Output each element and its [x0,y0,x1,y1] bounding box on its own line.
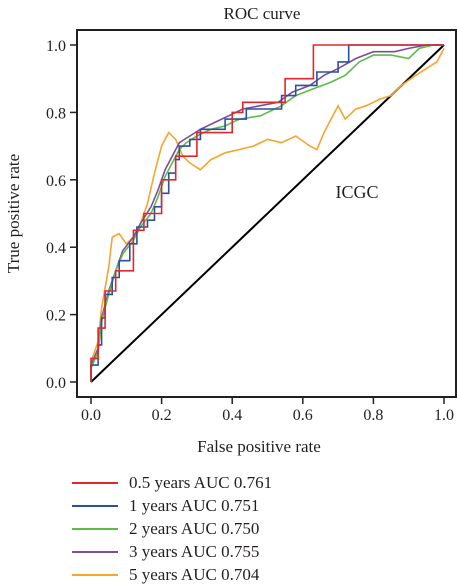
legend-label: 2 years AUC 0.750 [129,519,260,538]
legend-label: 1 years AUC 0.751 [129,496,260,515]
legend-swatch [72,551,118,553]
x-tick-label: 0.2 [152,407,172,424]
legend-item: 5 years AUC 0.704 [72,564,352,587]
legend-label: 0.5 years AUC 0.761 [129,473,273,492]
legend-swatch [72,528,118,530]
chart-title: ROC curve [224,4,301,23]
x-tick-label: 0.4 [222,407,242,424]
roc-series-2 [90,44,444,382]
x-axis-ticks: 0.0 0.2 0.4 0.6 0.8 1.0 [81,397,454,424]
legend-label: 5 years AUC 0.704 [129,565,260,584]
x-axis-label: False positive rate [197,437,321,456]
legend-swatch [72,505,118,507]
chart-legend: 0.5 years AUC 0.761 1 years AUC 0.751 2 ye… [72,472,352,587]
y-axis-label: True positive rate [4,154,23,273]
roc-series-layer [90,44,445,382]
y-tick-label: 0.2 [46,308,66,325]
x-tick-label: 1.0 [434,407,454,424]
y-tick-label: 1.0 [46,38,66,55]
y-tick-label: 0.0 [46,375,66,392]
legend-swatch [72,574,118,576]
legend-label: 3 years AUC 0.755 [129,542,260,561]
roc-series-1 [90,44,444,382]
legend-item: 1 years AUC 0.751 [72,495,352,518]
legend-item: 0.5 years AUC 0.761 [72,472,352,495]
y-tick-label: 0.8 [46,105,66,122]
y-tick-label: 0.4 [46,240,66,257]
legend-swatch [72,482,118,484]
y-tick-label: 0.6 [46,173,66,190]
legend-item: 2 years AUC 0.750 [72,518,352,541]
legend-item: 3 years AUC 0.755 [72,541,352,564]
y-axis-ticks: 0.0 0.2 0.4 0.6 0.8 1.0 [46,38,77,392]
x-tick-label: 0.8 [363,407,383,424]
diagonal-reference-line [90,44,445,383]
x-tick-label: 0.6 [293,407,313,424]
roc-series-5 [90,48,445,382]
plot-frame [76,29,457,398]
cohort-annotation: ICGC [335,182,378,202]
x-tick-label: 0.0 [81,407,101,424]
